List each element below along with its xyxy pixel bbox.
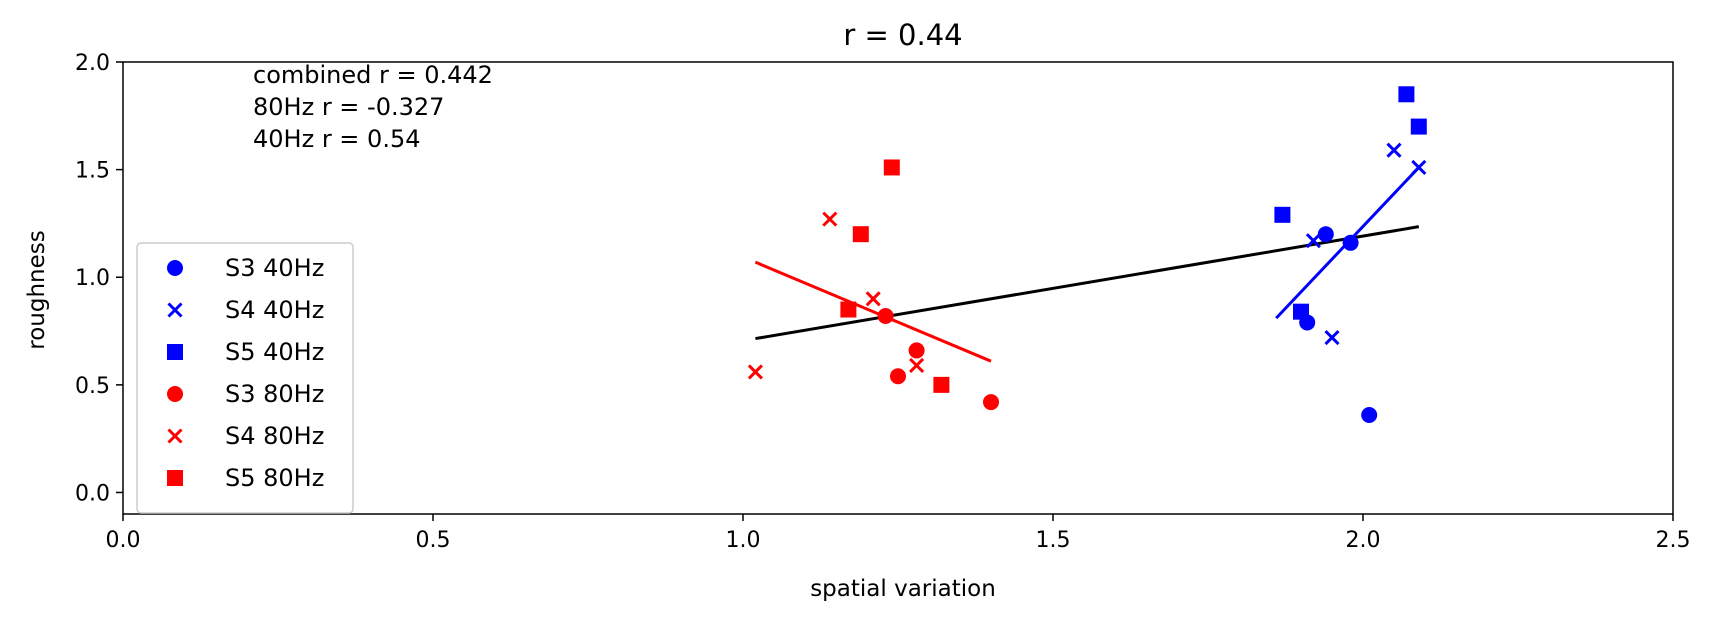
data-point (983, 394, 999, 411)
data-point (1411, 159, 1427, 176)
x-tick-label: 1.0 (726, 528, 761, 553)
annotation-block: combined r = 0.442 80Hz r = -0.327 40Hz r … (253, 61, 493, 153)
data-point (1274, 206, 1291, 223)
data-point (877, 307, 894, 324)
legend-marker (167, 344, 183, 360)
data-point (909, 357, 925, 374)
annotation-text: combined r = 0.442 (253, 61, 493, 89)
fit-line-80hz (754, 260, 992, 363)
data-point (883, 159, 900, 176)
y-axis-label: roughness (24, 230, 50, 349)
data-point (840, 301, 857, 318)
data-point (1398, 86, 1415, 103)
x-tick-label: 2.0 (1346, 528, 1381, 553)
data-point (1324, 329, 1340, 346)
data-point (747, 364, 763, 380)
data-point (933, 376, 950, 393)
data-point (822, 211, 838, 227)
data-point (865, 291, 881, 307)
x-tick-label: 2.5 (1656, 528, 1691, 553)
data-point (890, 368, 906, 385)
legend-label: S4 80Hz (225, 422, 324, 450)
data-point (1361, 406, 1378, 423)
x-tick-label: 0.5 (416, 528, 451, 553)
legend-marker (167, 302, 183, 318)
legend-label: S3 40Hz (225, 254, 324, 282)
y-tick-label: 0.5 (75, 374, 110, 399)
axis-ticks: 0.0 0.5 1.0 1.5 2.0 2.5 0.0 0.5 1.0 1.5 2.0 (75, 51, 1691, 553)
legend-marker (167, 470, 183, 486)
legend-label: S5 80Hz (225, 464, 324, 492)
y-tick-label: 2.0 (75, 51, 110, 76)
legend-marker (167, 386, 183, 402)
legend-label: S3 80Hz (225, 380, 324, 408)
annotation-text: 80Hz r = -0.327 (253, 93, 444, 121)
legend: S3 40Hz S4 40Hz S5 40Hz S3 80Hz S4 80Hz S5 80… (136, 242, 354, 514)
x-tick-label: 0.0 (106, 528, 141, 553)
data-point (1342, 234, 1359, 251)
legend-marker (167, 428, 183, 444)
y-tick-label: 0.0 (75, 481, 110, 506)
data-point (1293, 303, 1309, 320)
legend-label: S4 40Hz (225, 296, 324, 324)
x-tick-label: 1.5 (1036, 528, 1071, 553)
data-point (1317, 226, 1334, 243)
legend-marker (167, 260, 183, 276)
axes-frame (122, 61, 1674, 515)
data-point (1305, 233, 1321, 249)
data-point (852, 226, 869, 243)
data-point (1410, 118, 1427, 135)
data-point (908, 342, 925, 359)
chart-title: r = 0.44 (843, 18, 962, 52)
legend-label: S5 40Hz (225, 338, 324, 366)
annotation-text: 40Hz r = 0.54 (253, 125, 420, 153)
legend-box (136, 242, 354, 514)
plot-area (122, 61, 1674, 515)
y-tick-label: 1.5 (75, 159, 110, 184)
x-axis-label: spatial variation (810, 576, 996, 602)
data-point (1386, 142, 1402, 158)
y-tick-label: 1.0 (75, 266, 110, 291)
